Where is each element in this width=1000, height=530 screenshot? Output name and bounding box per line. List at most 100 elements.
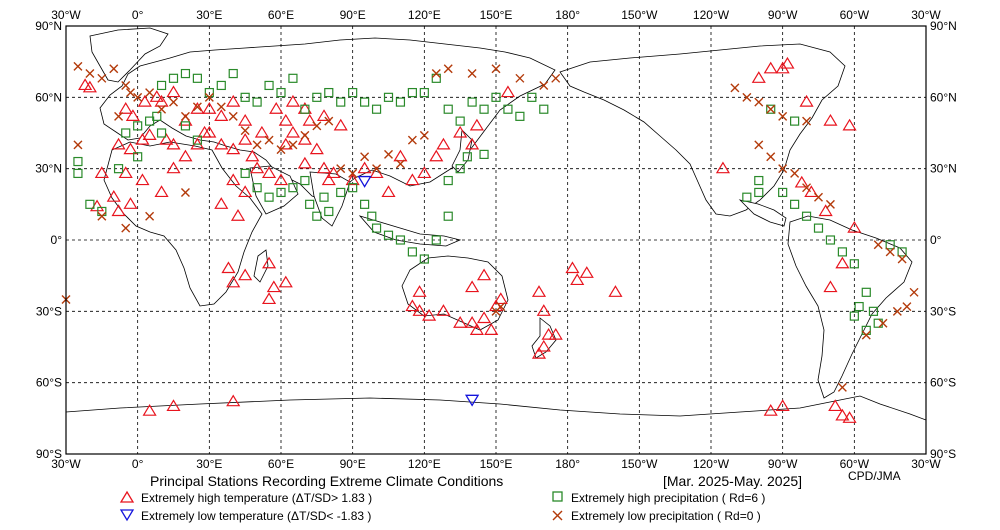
cold-station-marker <box>464 394 480 407</box>
africa <box>103 141 263 307</box>
wet-station-marker <box>348 183 358 193</box>
dry-station-marker <box>467 69 477 79</box>
arabia <box>249 165 299 215</box>
hot-station-marker <box>780 56 795 69</box>
hot-station-marker <box>106 190 121 202</box>
lon-label-bottom: 0° <box>132 457 144 471</box>
dry-station-marker <box>766 104 776 114</box>
wet-station-marker <box>491 92 501 102</box>
hot-station-marker <box>548 327 563 340</box>
wet-station-marker <box>145 116 155 126</box>
hot-station-marker <box>94 166 109 179</box>
dry-station-marker <box>145 211 155 221</box>
lon-label-bottom: 120°W <box>693 457 730 471</box>
hot-station-marker <box>166 399 181 412</box>
lon-label-top: 30°W <box>51 8 81 22</box>
hot-station-marker <box>465 137 480 150</box>
wet-station-marker <box>801 211 812 221</box>
wet-station-marker <box>288 73 298 83</box>
legend-cold-label: Extremely low temperature (ΔT/SD< -1.83 … <box>141 509 371 523</box>
hot-station-marker <box>794 175 809 188</box>
hot-station-marker <box>763 61 778 74</box>
dry-station-marker <box>180 111 190 121</box>
wet-station-marker <box>383 92 394 102</box>
wet-station-marker <box>300 175 310 186</box>
dry-station-marker <box>312 121 322 131</box>
dry-station-marker <box>754 97 764 107</box>
wet-station-marker <box>754 187 764 198</box>
hot-station-marker <box>142 128 157 140</box>
hot-station-marker <box>273 173 289 186</box>
wet-station-marker <box>240 168 250 179</box>
wet-station-marker <box>443 104 453 114</box>
lon-label-bottom: 150°E <box>480 457 513 471</box>
hot-station-marker <box>214 109 229 121</box>
hot-station-marker <box>309 142 324 155</box>
hot-station-marker <box>278 137 293 150</box>
hot-station-marker <box>422 308 437 321</box>
hot-station-marker <box>818 204 833 217</box>
wet-station-marker <box>240 92 250 102</box>
dry-station-marker <box>114 111 124 121</box>
hot-station-marker <box>166 137 181 150</box>
hot-station-marker <box>202 102 217 114</box>
hot-station-marker <box>266 280 281 293</box>
wet-station-marker <box>192 73 202 83</box>
hot-station-marker <box>579 266 594 278</box>
hot-station-marker <box>465 316 480 328</box>
hot-station-marker <box>261 292 277 305</box>
hot-station-marker <box>842 411 857 423</box>
dry-station-marker <box>802 116 812 126</box>
dry-station-marker <box>228 111 238 121</box>
hot-station-marker <box>321 173 336 186</box>
dry-station-marker <box>288 140 298 150</box>
legend-dry-symbol <box>552 510 563 521</box>
dry-station-marker <box>252 140 262 150</box>
hot-station-marker <box>221 261 236 274</box>
wet-station-marker <box>305 199 315 209</box>
lon-label-bottom: 90°E <box>340 457 366 471</box>
wet-station-marker <box>431 235 441 245</box>
hot-station-marker <box>178 149 193 162</box>
wet-station-marker <box>854 301 864 312</box>
hot-station-marker <box>345 173 360 186</box>
wet-station-marker <box>754 175 764 186</box>
dry-station-marker <box>878 318 888 328</box>
wet-station-marker <box>527 92 537 102</box>
legend-dry-label: Extremely low precipitation ( Rd=0 ) <box>571 509 761 523</box>
dry-station-marker <box>73 61 83 71</box>
wet-station-marker <box>192 135 202 145</box>
hot-station-marker <box>278 113 293 126</box>
wet-station-marker <box>455 164 465 174</box>
lat-label-left: 0° <box>51 233 63 247</box>
wet-station-marker <box>742 192 752 202</box>
hot-station-marker <box>476 311 492 324</box>
axis-labels: 30°W 30°W 0° 0° 30°E 30°E 60°E 60°E 90°E 90°E 120°… <box>35 8 957 471</box>
dry-station-marker <box>551 73 561 83</box>
hot-station-marker <box>285 94 301 107</box>
lon-label-top: 60°W <box>840 8 870 22</box>
new-zealand <box>531 317 557 359</box>
hot-station-marker <box>333 118 348 131</box>
wet-station-marker <box>73 156 83 167</box>
dry-station-marker <box>407 135 417 145</box>
hot-station-marker <box>847 220 862 233</box>
hot-station-marker <box>254 125 269 138</box>
wet-station-marker <box>790 116 800 126</box>
hot-station-marker <box>202 125 217 138</box>
dry-station-marker <box>145 88 155 98</box>
hot-station-marker <box>823 113 838 126</box>
south-america <box>787 215 913 399</box>
lon-label-bottom: 60°W <box>840 457 870 471</box>
dry-station-marker <box>902 302 912 312</box>
lon-label-top: 150°E <box>480 8 513 22</box>
lat-label-right: 30°N <box>930 162 957 176</box>
wet-station-marker <box>133 152 143 162</box>
lat-label-left: 90°S <box>36 447 62 461</box>
wet-station-marker <box>367 211 377 221</box>
wet-station-marker <box>73 168 83 179</box>
lon-label-bottom: 180° <box>555 457 580 471</box>
lat-label-left: 30°N <box>35 162 62 176</box>
hot-station-marker <box>316 109 332 121</box>
wet-station-marker <box>360 199 370 209</box>
